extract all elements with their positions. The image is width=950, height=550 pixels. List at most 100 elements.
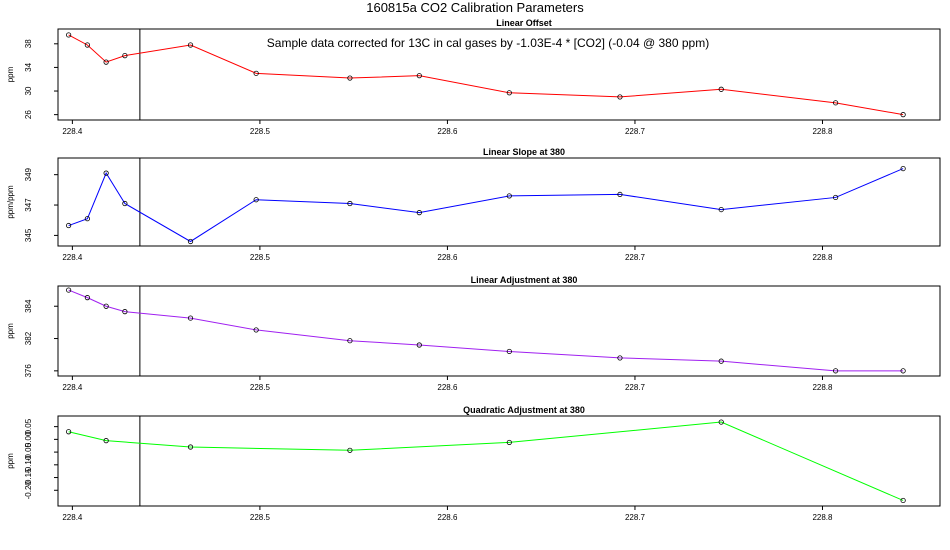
panel-2-data-point <box>833 194 839 201</box>
panel-3-ylabel: ppm <box>6 323 15 339</box>
panel-4-ytick-minor-label: -0.05 <box>24 442 33 461</box>
panel-4-data-point <box>187 444 194 450</box>
panel-2-data-point <box>347 200 353 207</box>
panel-4-xtick-label: 228.5 <box>250 513 271 522</box>
panel-1-ytick-label: 34 <box>24 62 33 71</box>
panel-3-data-point <box>253 327 259 333</box>
panel-4-series-line <box>68 421 904 501</box>
panel-3-xtick-label: 228.5 <box>250 383 271 392</box>
panel-2-ylabel: ppm/ppm <box>6 185 15 219</box>
panel-1-ytick-label: 30 <box>24 86 33 95</box>
panel-3-data-point <box>416 342 422 348</box>
panel-3-xtick-label: 228.4 <box>62 383 83 392</box>
panel-3-data-point <box>122 309 128 315</box>
panel-2-xtick-label: 228.4 <box>62 253 83 262</box>
panel-1-data-point <box>187 42 194 48</box>
panel-1-data-point <box>103 59 109 65</box>
panel-2-series-line <box>68 168 904 243</box>
panel-1-data-point <box>416 73 422 79</box>
panel-2-frame <box>57 157 941 247</box>
panel-2-data-point <box>718 206 724 213</box>
panel-4-ytick-label: 0.00 <box>24 431 33 447</box>
panel-3-data-point <box>617 355 623 361</box>
panel-1-ytick-label: 26 <box>24 110 33 119</box>
panel-1-ytick-label: 38 <box>24 39 33 48</box>
panel-4-xtick-label: 228.8 <box>812 513 833 522</box>
panel-3-data-point <box>718 358 724 364</box>
panel-4-xtick-label: 228.6 <box>437 513 458 522</box>
panel-2-xtick-label: 228.8 <box>812 253 833 262</box>
panel-1-xtick-label: 228.8 <box>812 127 833 136</box>
panel-2-data-point <box>416 210 422 216</box>
panel-3-xtick-label: 228.6 <box>437 383 458 392</box>
panel-2-ytick-label: 347 <box>24 198 33 212</box>
panel-1-data-point <box>84 42 90 48</box>
panel-3-ytick-label: 382 <box>24 331 33 345</box>
panel-3-ytick-label: 376 <box>24 364 33 378</box>
panel-1-annotation: Sample data corrected for 13C in cal gas… <box>267 36 709 50</box>
panel-4-ylabel: ppm <box>6 453 15 469</box>
panel-3-title: Linear Adjustment at 380 <box>471 275 578 285</box>
panel-3-frame <box>57 285 941 377</box>
panel-1-data-point <box>66 32 72 38</box>
panel-2-data-point <box>66 222 72 229</box>
panel-1-frame <box>57 28 941 121</box>
panel-1-data-point <box>833 100 839 106</box>
panel-1-ylabel: ppm <box>6 66 15 82</box>
panel-1-data-point <box>900 112 906 118</box>
panel-2-data-point <box>253 197 259 203</box>
panel-3-xtick-label: 228.8 <box>812 383 833 392</box>
panel-2-ytick-label: 349 <box>24 167 33 181</box>
panel-4-data-point <box>66 429 72 435</box>
panel-3-series-line <box>68 289 904 372</box>
panel-2-data-point <box>84 216 90 222</box>
panel-1-xtick-label: 228.7 <box>625 127 646 136</box>
panel-2-data-point <box>617 191 623 198</box>
panel-3-data-point <box>900 368 906 374</box>
panel-4-data-point <box>103 438 109 444</box>
panel-1-xtick-label: 228.6 <box>437 127 458 136</box>
panel-3-data-point <box>347 338 353 344</box>
panel-4-xtick-label: 228.7 <box>625 513 646 522</box>
panel-4-frame <box>57 415 941 507</box>
panel-3-data-point <box>506 348 512 355</box>
panel-2-data-point <box>187 238 194 245</box>
panel-4-title: Quadratic Adjustment at 380 <box>463 405 585 415</box>
panel-3-xtick-label: 228.7 <box>625 383 646 392</box>
panel-1-data-point <box>617 94 623 100</box>
page-title: 160815a CO2 Calibration Parameters <box>366 0 584 15</box>
panel-2-ytick-label: 345 <box>24 228 33 242</box>
panel-1-data-point <box>253 70 259 76</box>
panel-3-data-point <box>66 287 72 293</box>
panel-3-data-point <box>103 303 109 309</box>
panel-4-xtick-label: 228.4 <box>62 513 83 522</box>
panel-2-data-point <box>506 193 512 199</box>
panel-2-title: Linear Slope at 380 <box>483 147 565 157</box>
panel-3-ytick-label: 384 <box>24 299 33 313</box>
panel-4-ytick-label: -0.10 <box>24 455 33 474</box>
panel-1-xtick-label: 228.4 <box>62 127 83 136</box>
panel-4-data-point <box>506 439 512 446</box>
panel-4-data-point <box>347 447 353 453</box>
panel-2-xtick-label: 228.7 <box>625 253 646 262</box>
panel-4-ytick-minor-label: -0.15 <box>24 468 33 487</box>
panel-1-data-point <box>347 75 353 81</box>
panel-2-data-point <box>122 200 128 207</box>
panel-4-ytick-label: -0.20 <box>24 481 33 500</box>
panel-3-data-point <box>187 315 194 321</box>
panel-1-data-point <box>506 90 512 96</box>
panel-1-series-line <box>68 34 904 116</box>
panel-4-data-point <box>900 497 906 504</box>
panel-4-data-point <box>718 419 724 425</box>
panel-3-data-point <box>833 368 839 374</box>
panel-1-title: Linear Offset <box>496 18 552 28</box>
panel-2-data-point <box>103 170 109 176</box>
panel-3-data-point <box>84 295 90 301</box>
panel-2-data-point <box>900 165 906 172</box>
panel-1-data-point <box>122 53 128 59</box>
panel-2-xtick-label: 228.5 <box>250 253 271 262</box>
panel-1-data-point <box>718 86 724 92</box>
panel-1-xtick-label: 228.5 <box>250 127 271 136</box>
